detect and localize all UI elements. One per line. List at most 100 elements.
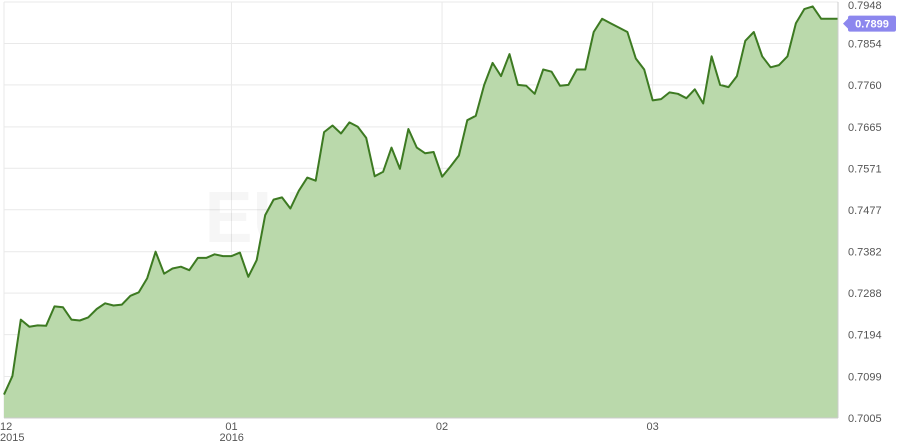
data-point bbox=[752, 31, 755, 34]
data-point bbox=[382, 170, 385, 173]
data-point bbox=[525, 84, 528, 87]
data-point bbox=[356, 125, 359, 128]
data-point bbox=[3, 393, 6, 396]
data-point bbox=[424, 152, 427, 155]
data-point bbox=[685, 97, 688, 100]
data-point bbox=[449, 165, 452, 168]
data-point bbox=[129, 294, 132, 297]
data-point bbox=[601, 17, 604, 20]
data-point bbox=[735, 75, 738, 78]
data-point bbox=[264, 214, 267, 217]
data-point bbox=[676, 92, 679, 95]
y-axis: 0.7005 0.7099 0.7194 0.7288 0.7382 0.7477 0.75… bbox=[848, 0, 882, 425]
data-point bbox=[205, 256, 208, 259]
data-point bbox=[466, 119, 469, 122]
data-point bbox=[365, 136, 368, 139]
data-point bbox=[441, 175, 444, 178]
y-tick-label: 0.7571 bbox=[848, 163, 882, 175]
y-tick-label: 0.7382 bbox=[848, 247, 882, 259]
x-tick-label: 12 bbox=[0, 421, 12, 433]
data-point bbox=[171, 267, 174, 270]
price-line bbox=[3, 5, 838, 396]
data-point bbox=[508, 53, 511, 56]
data-point bbox=[651, 99, 654, 102]
data-point bbox=[297, 189, 300, 192]
y-tick-label: 0.7099 bbox=[848, 372, 882, 384]
data-point bbox=[87, 316, 90, 319]
data-point bbox=[778, 64, 781, 67]
data-point bbox=[306, 176, 309, 179]
data-point bbox=[592, 31, 595, 34]
data-point bbox=[95, 308, 98, 311]
y-tick-label: 0.7760 bbox=[848, 80, 882, 92]
y-tick-label: 0.7948 bbox=[848, 0, 882, 12]
data-point bbox=[794, 22, 797, 25]
data-point bbox=[618, 26, 621, 29]
data-point bbox=[340, 132, 343, 135]
data-point bbox=[744, 39, 747, 42]
data-point bbox=[483, 83, 486, 86]
price-area-fill bbox=[4, 6, 838, 419]
data-point bbox=[803, 8, 806, 11]
data-point bbox=[348, 121, 351, 124]
data-point bbox=[19, 318, 22, 321]
data-point bbox=[828, 17, 831, 20]
data-point bbox=[474, 114, 477, 117]
data-point bbox=[811, 5, 814, 8]
data-point bbox=[550, 70, 553, 73]
data-point bbox=[432, 151, 435, 154]
data-point bbox=[281, 196, 284, 199]
data-point bbox=[179, 265, 182, 268]
data-point bbox=[36, 324, 39, 327]
y-tick-label: 0.7194 bbox=[848, 330, 882, 342]
y-tick-label: 0.7665 bbox=[848, 122, 882, 134]
data-point bbox=[719, 83, 722, 86]
data-point bbox=[786, 55, 789, 58]
data-point bbox=[112, 304, 115, 307]
data-point bbox=[584, 68, 587, 71]
data-point bbox=[457, 154, 460, 157]
data-point bbox=[154, 250, 157, 253]
data-point bbox=[516, 83, 519, 86]
data-point bbox=[120, 303, 123, 306]
last-price-label: 0.7899 bbox=[855, 19, 889, 31]
last-price-badge-pointer bbox=[843, 18, 848, 29]
data-point bbox=[559, 84, 562, 87]
data-point bbox=[331, 124, 334, 127]
data-point bbox=[272, 198, 275, 201]
data-point bbox=[407, 128, 410, 131]
data-point bbox=[660, 98, 663, 101]
data-point bbox=[769, 66, 772, 69]
y-tick-label: 0.7854 bbox=[848, 38, 882, 50]
data-point bbox=[643, 68, 646, 71]
data-point bbox=[11, 375, 14, 378]
data-point bbox=[820, 17, 823, 20]
data-point bbox=[70, 318, 73, 321]
data-point bbox=[104, 302, 107, 305]
y-tick-label: 0.7288 bbox=[848, 288, 882, 300]
data-point bbox=[500, 75, 503, 78]
y-tick-label: 0.7477 bbox=[848, 205, 882, 217]
data-point bbox=[668, 91, 671, 94]
data-point bbox=[196, 256, 199, 259]
data-point bbox=[398, 167, 401, 170]
data-point bbox=[28, 325, 31, 328]
data-point bbox=[163, 272, 166, 275]
data-point bbox=[567, 83, 570, 86]
data-point bbox=[727, 86, 730, 89]
x-tick-sublabel: 2016 bbox=[219, 432, 243, 444]
data-point bbox=[238, 251, 241, 254]
data-point bbox=[289, 207, 292, 210]
data-point bbox=[314, 179, 317, 182]
data-point bbox=[62, 306, 65, 309]
data-point bbox=[542, 68, 545, 71]
data-point bbox=[230, 255, 233, 258]
data-point bbox=[247, 275, 250, 278]
x-tick-label: 03 bbox=[647, 421, 659, 433]
data-point bbox=[255, 259, 258, 262]
data-point bbox=[609, 22, 612, 25]
last-price-badge: 0.7899 bbox=[843, 15, 896, 32]
data-point bbox=[761, 55, 764, 58]
data-point bbox=[710, 55, 713, 58]
data-point bbox=[146, 277, 149, 280]
